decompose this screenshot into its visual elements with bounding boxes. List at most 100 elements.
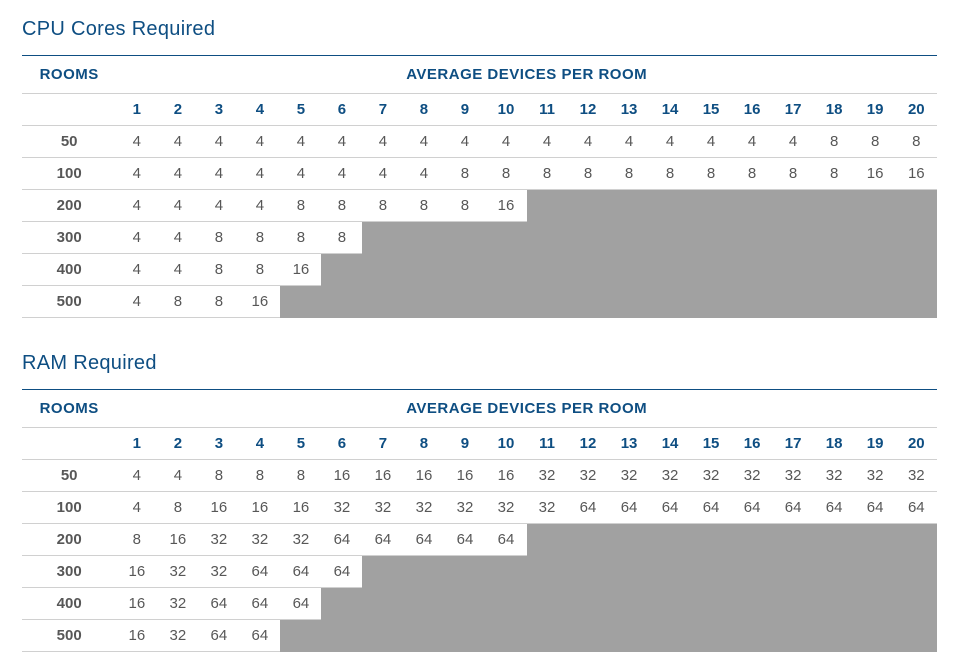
cpu-cell: 4	[362, 158, 403, 190]
cpu-cell-na	[814, 254, 855, 286]
cpu-cell: 4	[321, 158, 362, 190]
ram-cell-na	[568, 556, 609, 588]
cpu-row: 400448816	[22, 254, 937, 286]
cpu-cell-na	[568, 254, 609, 286]
ram-cell: 64	[485, 524, 526, 556]
ram-cell: 32	[650, 460, 691, 492]
ram-cell-na	[896, 556, 937, 588]
ram-cell-na	[691, 524, 732, 556]
cpu-cell: 4	[239, 126, 280, 158]
ram-cell: 64	[814, 492, 855, 524]
ram-cell-na	[650, 556, 691, 588]
cpu-cell-na	[485, 222, 526, 254]
cpu-cell-na	[362, 222, 403, 254]
cpu-col-dev-19: 19	[855, 94, 896, 126]
ram-col-dev-9: 9	[444, 428, 485, 460]
ram-cell: 64	[198, 620, 239, 652]
cpu-cell-na	[403, 286, 444, 318]
cpu-cell-na	[773, 222, 814, 254]
cpu-cell: 8	[485, 158, 526, 190]
ram-col-dev-4: 4	[239, 428, 280, 460]
cpu-cell: 8	[609, 158, 650, 190]
cpu-cell-na	[855, 286, 896, 318]
ram-cell: 32	[198, 556, 239, 588]
cpu-cell: 8	[855, 126, 896, 158]
cpu-col-dev-16: 16	[732, 94, 773, 126]
ram-cell-na	[732, 556, 773, 588]
cpu-cell: 4	[157, 222, 198, 254]
cpu-cell-na	[896, 190, 937, 222]
ram-cell-na	[568, 524, 609, 556]
cpu-cell: 4	[362, 126, 403, 158]
ram-cell: 32	[732, 460, 773, 492]
cpu-cell-na	[444, 254, 485, 286]
cpu-cell: 8	[691, 158, 732, 190]
cpu-row-label: 400	[22, 254, 116, 286]
ram-cell: 64	[280, 588, 321, 620]
ram-cell: 16	[444, 460, 485, 492]
ram-cell-na	[650, 620, 691, 652]
cpu-row: 20044448888816	[22, 190, 937, 222]
cpu-col-dev-11: 11	[527, 94, 568, 126]
ram-cell-na	[609, 524, 650, 556]
cpu-cell-na	[773, 254, 814, 286]
ram-cell-na	[485, 620, 526, 652]
cpu-cell-na	[814, 190, 855, 222]
cpu-cell-na	[568, 222, 609, 254]
cpu-cell-na	[444, 222, 485, 254]
ram-cell-na	[896, 588, 937, 620]
ram-col-dev-10: 10	[485, 428, 526, 460]
cpu-cell-na	[609, 190, 650, 222]
cpu-col-dev-17: 17	[773, 94, 814, 126]
ram-cell: 32	[321, 492, 362, 524]
ram-cell-na	[527, 620, 568, 652]
cpu-cell: 4	[239, 158, 280, 190]
ram-cell: 64	[321, 556, 362, 588]
ram-cell-na	[527, 524, 568, 556]
ram-cell-na	[773, 524, 814, 556]
ram-cell-na	[362, 588, 403, 620]
ram-blank-corner	[22, 428, 116, 460]
ram-cell: 64	[609, 492, 650, 524]
cpu-cell: 8	[732, 158, 773, 190]
cpu-row-label: 300	[22, 222, 116, 254]
cpu-row: 50048816	[22, 286, 937, 318]
cpu-cell-na	[321, 286, 362, 318]
ram-cell: 32	[157, 588, 198, 620]
cpu-cell: 4	[157, 190, 198, 222]
cpu-cell: 4	[691, 126, 732, 158]
cpu-cell: 8	[773, 158, 814, 190]
ram-cell-na	[650, 588, 691, 620]
cpu-cell: 4	[609, 126, 650, 158]
cpu-cell-na	[814, 222, 855, 254]
ram-cell-na	[896, 524, 937, 556]
ram-cell: 4	[116, 460, 157, 492]
ram-cell-na	[362, 556, 403, 588]
cpu-col-dev-2: 2	[157, 94, 198, 126]
cpu-cell: 8	[280, 222, 321, 254]
ram-col-dev-12: 12	[568, 428, 609, 460]
cpu-cell: 4	[116, 286, 157, 318]
ram-row-label: 500	[22, 620, 116, 652]
cpu-cell: 4	[650, 126, 691, 158]
ram-col-dev-2: 2	[157, 428, 198, 460]
cpu-row-label: 100	[22, 158, 116, 190]
ram-cell-na	[814, 620, 855, 652]
cpu-cell: 8	[814, 158, 855, 190]
cpu-cell-na	[773, 190, 814, 222]
cpu-cell-na	[855, 254, 896, 286]
ram-col-dev-8: 8	[403, 428, 444, 460]
cpu-col-spanning: AVERAGE DEVICES PER ROOM	[116, 56, 937, 94]
cpu-cell: 4	[527, 126, 568, 158]
ram-cell: 64	[280, 556, 321, 588]
cpu-table: ROOMS AVERAGE DEVICES PER ROOM 123456789…	[22, 55, 937, 318]
ram-col-dev-14: 14	[650, 428, 691, 460]
cpu-cell: 8	[650, 158, 691, 190]
ram-cell: 16	[116, 620, 157, 652]
cpu-col-dev-9: 9	[444, 94, 485, 126]
cpu-cell-na	[280, 286, 321, 318]
ram-row-label: 200	[22, 524, 116, 556]
cpu-cell-na	[403, 254, 444, 286]
ram-cell: 32	[239, 524, 280, 556]
cpu-cell-na	[485, 286, 526, 318]
